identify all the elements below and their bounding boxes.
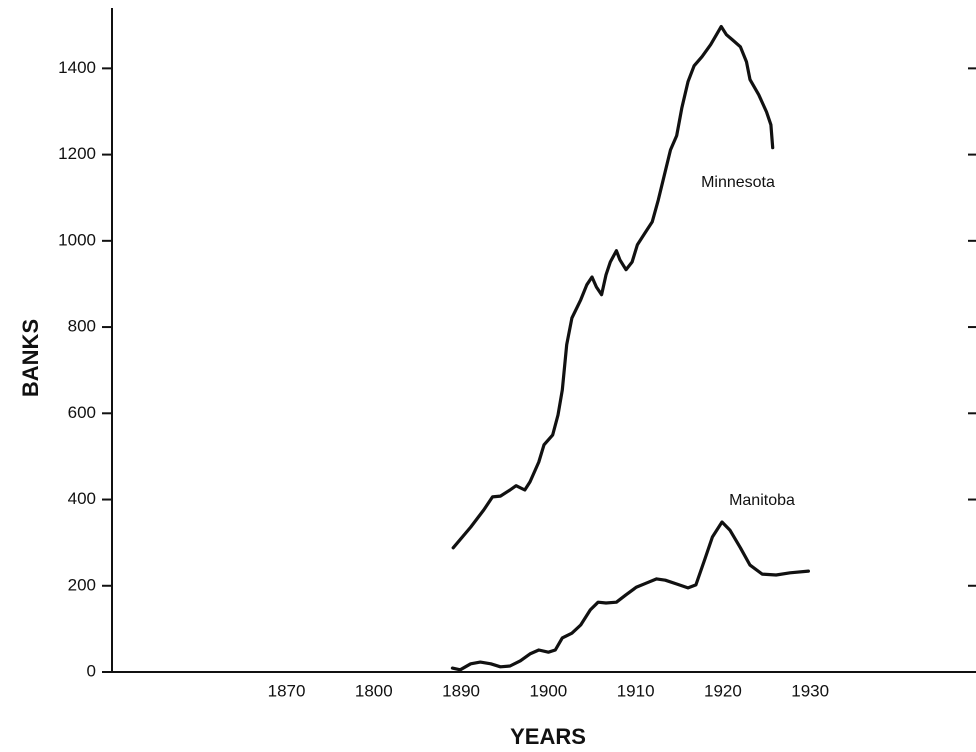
- series-label: Minnesota: [701, 174, 775, 191]
- y-tick-label: 0: [87, 661, 96, 680]
- y-tick-label: 800: [68, 317, 96, 336]
- series-label: Manitoba: [729, 492, 795, 509]
- x-axis-title: YEARS: [510, 724, 586, 749]
- y-tick-label: 1200: [58, 144, 96, 163]
- x-tick-label: 1800: [355, 681, 393, 700]
- series-line: [450, 520, 810, 672]
- x-tick-label: 1910: [617, 681, 655, 700]
- y-axis-title: BANKS: [18, 319, 43, 397]
- x-tick-label: 1920: [704, 681, 742, 700]
- x-tick-label: 1870: [268, 681, 306, 700]
- series-line: [451, 24, 775, 550]
- x-tick-label: 1890: [442, 681, 480, 700]
- x-tick-label: 1900: [529, 681, 567, 700]
- y-tick-label: 200: [68, 575, 96, 594]
- y-tick-label: 600: [68, 403, 96, 422]
- y-tick-label: 1400: [58, 58, 96, 77]
- x-tick-label: 1930: [791, 681, 829, 700]
- y-tick-label: 400: [68, 489, 96, 508]
- y-tick-label: 1000: [58, 230, 96, 249]
